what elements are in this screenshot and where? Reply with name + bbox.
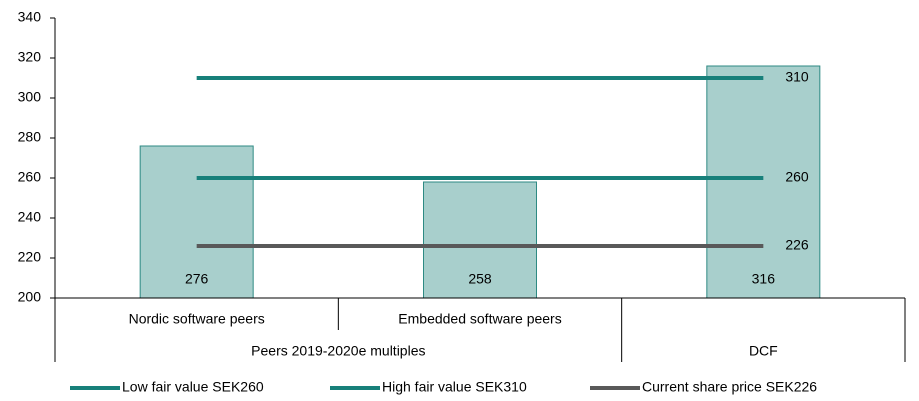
y-tick-label: 280 xyxy=(18,129,42,145)
y-tick-label: 260 xyxy=(18,169,42,185)
bar-label: 258 xyxy=(468,271,492,287)
y-tick-label: 240 xyxy=(18,209,42,225)
reference-label: 260 xyxy=(785,169,809,185)
x-tick-label: Nordic software peers xyxy=(129,311,265,327)
bar xyxy=(139,145,254,299)
group-label: DCF xyxy=(749,343,778,359)
legend-label: Low fair value SEK260 xyxy=(122,379,264,395)
bar-label: 316 xyxy=(752,271,776,287)
legend-label: High fair value SEK310 xyxy=(382,379,527,395)
y-tick-label: 320 xyxy=(18,49,42,65)
y-tick-label: 200 xyxy=(18,289,42,305)
y-tick-label: 220 xyxy=(18,249,42,265)
x-tick-label: Embedded software peers xyxy=(398,311,561,327)
bar-label: 276 xyxy=(185,271,209,287)
group-label: Peers 2019-2020e multiples xyxy=(251,343,425,359)
reference-label: 310 xyxy=(785,69,809,85)
legend-label: Current share price SEK226 xyxy=(642,379,817,395)
y-tick-label: 300 xyxy=(18,89,42,105)
reference-label: 226 xyxy=(785,237,809,253)
y-tick-label: 340 xyxy=(18,9,42,25)
